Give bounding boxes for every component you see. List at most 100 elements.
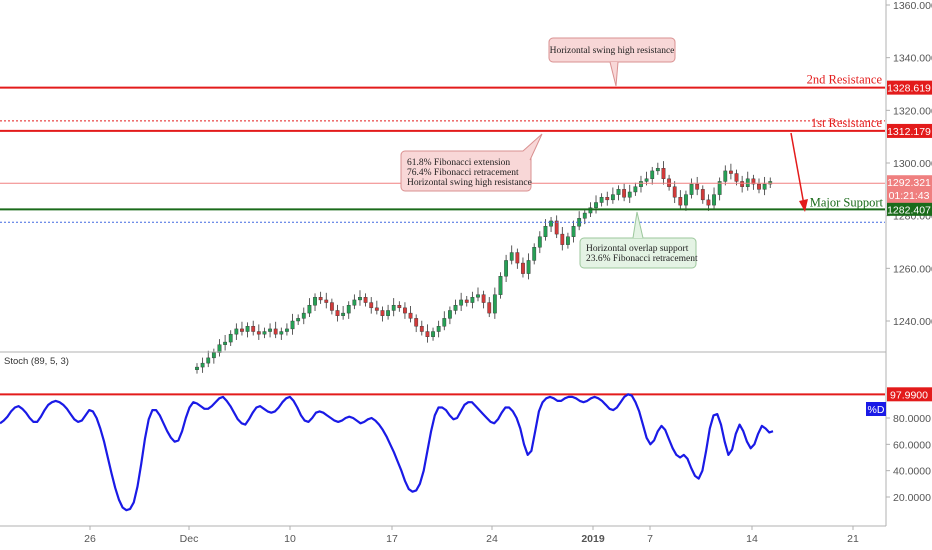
candle — [256, 324, 261, 340]
candle — [476, 287, 480, 302]
candle — [627, 184, 632, 204]
candle — [487, 297, 492, 318]
candle — [757, 178, 761, 194]
time-tick-label: 24 — [486, 533, 498, 545]
candle — [369, 297, 374, 314]
candle — [610, 187, 615, 204]
callout-middle-line-3: Horizontal swing high resistance — [407, 178, 532, 188]
candle — [492, 287, 497, 319]
stoch-tick-label: 40.0000 — [893, 466, 931, 478]
candle — [537, 231, 542, 254]
callout-top[interactable]: Horizontal swing high resistance — [548, 37, 676, 87]
candle — [712, 187, 716, 210]
candle — [240, 321, 244, 336]
stochastic-pane: Stoch (89, 5, 3) — [0, 356, 885, 512]
candle — [571, 220, 576, 243]
callout-bottom[interactable]: Horizontal overlap support 23.6% Fibonac… — [579, 211, 698, 269]
candle — [408, 305, 413, 323]
candle — [234, 323, 239, 340]
candle — [509, 245, 514, 265]
candle — [273, 321, 278, 339]
candle — [397, 301, 402, 312]
candle — [313, 293, 317, 311]
countdown-text: 01:21:43 — [889, 190, 930, 202]
candle — [419, 320, 424, 336]
candle — [706, 194, 711, 211]
candle — [599, 193, 604, 207]
candle — [526, 253, 531, 280]
time-tick-labels: 26 Dec 10 17 24 2019 7 14 21 — [84, 526, 859, 545]
candle — [251, 320, 256, 336]
stoch-level-tag-text: 97.9900 — [890, 389, 928, 401]
candle — [459, 292, 464, 311]
candle — [279, 327, 284, 340]
candle — [740, 175, 745, 193]
candle — [678, 190, 683, 210]
candle — [436, 320, 441, 338]
candle — [560, 226, 565, 251]
candle — [594, 195, 598, 214]
candle — [341, 305, 346, 320]
candle — [655, 162, 660, 175]
candle — [639, 175, 643, 193]
candle — [318, 291, 323, 304]
candle — [329, 298, 334, 315]
time-tick-label: Dec — [180, 533, 199, 545]
candle — [717, 177, 722, 201]
callout-bottom-line-1: Horizontal overlap support — [586, 244, 689, 254]
candle — [217, 339, 222, 357]
time-tick-label: 17 — [386, 533, 398, 545]
price-pane: 2nd Resistance 1st Resistance Major Supp… — [0, 37, 885, 374]
stoch-d-line — [0, 393, 774, 512]
first-resistance-tag — [887, 123, 932, 138]
candle — [285, 323, 289, 336]
candle — [335, 304, 340, 322]
callout-bottom-line-2: 23.6% Fibonacci retracement — [586, 254, 698, 264]
candle — [723, 165, 728, 186]
price-axis[interactable]: 1240.0001260.0001280.0001300.0001320.000… — [866, 0, 932, 526]
stoch-title: Stoch (89, 5, 3) — [4, 356, 69, 367]
candle — [470, 291, 475, 309]
candle — [515, 248, 520, 269]
candle — [307, 298, 312, 318]
stoch-level-tag — [887, 387, 932, 402]
major-support-tag-text: 1282.407 — [887, 204, 931, 216]
candle — [498, 272, 503, 299]
first-resistance-label: 1st Resistance — [811, 116, 883, 130]
stoch-d-value-tag-text: %D — [868, 404, 885, 416]
red-arrow[interactable] — [790, 132, 808, 212]
candle — [431, 327, 435, 341]
price-tick-label: 1340.000 — [893, 53, 932, 65]
candle — [633, 182, 638, 196]
time-tick-label: 14 — [746, 533, 758, 545]
candlestick-series — [195, 161, 773, 374]
candle — [549, 216, 553, 232]
second-resistance-tag-text: 1328.619 — [887, 83, 931, 95]
candle — [605, 191, 610, 206]
callout-top-line-1: Horizontal swing high resistance — [550, 46, 675, 56]
candle — [453, 299, 458, 315]
price-tick-labels: 1240.0001260.0001280.0001300.0001320.000… — [886, 0, 932, 328]
candle — [554, 215, 559, 239]
candle — [566, 232, 570, 249]
callout-middle-line-1: 61.8% Fibonacci extension — [407, 158, 510, 168]
candle — [268, 323, 272, 338]
candle — [622, 183, 627, 202]
price-tick-label: 1260.000 — [893, 263, 932, 275]
candle — [442, 311, 447, 331]
stoch-tick-label: 80.0000 — [893, 413, 931, 425]
candle — [661, 161, 666, 185]
price-tick-label: 1320.000 — [893, 105, 932, 117]
candle — [616, 185, 621, 201]
candle — [346, 301, 351, 319]
candle — [672, 181, 677, 204]
candle — [301, 307, 306, 325]
callout-middle[interactable]: 61.8% Fibonacci extension 76.4% Fibonacc… — [400, 133, 543, 192]
candle — [352, 294, 357, 310]
candle — [195, 363, 199, 374]
time-axis[interactable]: 26 Dec 10 17 24 2019 7 14 21 — [0, 525, 886, 545]
candle — [532, 243, 537, 265]
candle — [363, 293, 368, 307]
candle — [414, 314, 419, 333]
